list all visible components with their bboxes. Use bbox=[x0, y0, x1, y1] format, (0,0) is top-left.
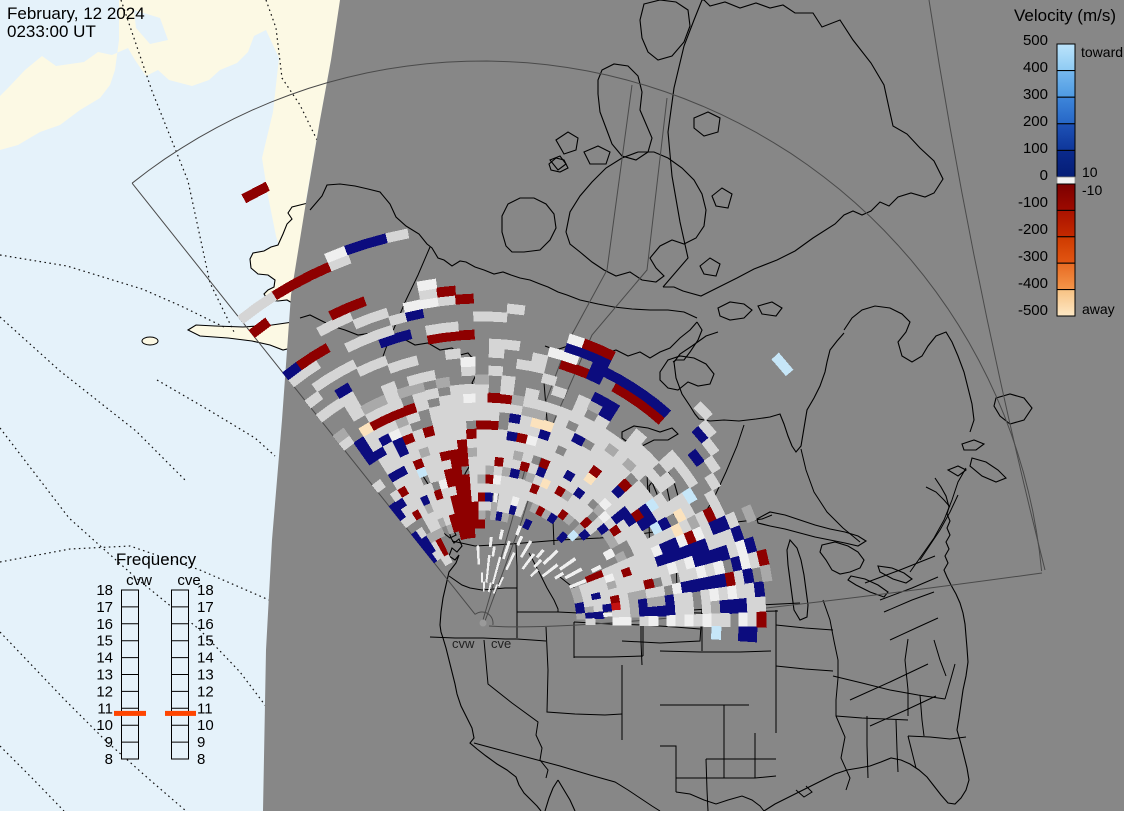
svg-text:0: 0 bbox=[1040, 167, 1048, 184]
svg-text:cvw: cvw bbox=[126, 572, 152, 589]
svg-text:18: 18 bbox=[197, 582, 214, 599]
svg-text:17: 17 bbox=[96, 599, 113, 616]
svg-text:200: 200 bbox=[1023, 113, 1048, 130]
svg-text:11: 11 bbox=[97, 700, 113, 717]
svg-text:500: 500 bbox=[1023, 32, 1048, 49]
svg-text:14: 14 bbox=[197, 650, 214, 667]
svg-text:13: 13 bbox=[197, 667, 214, 684]
svg-text:cve: cve bbox=[177, 572, 200, 589]
svg-text:16: 16 bbox=[96, 616, 113, 633]
svg-text:14: 14 bbox=[96, 650, 113, 667]
svg-text:10: 10 bbox=[96, 717, 113, 734]
svg-text:15: 15 bbox=[96, 633, 113, 650]
svg-text:Frequency: Frequency bbox=[116, 550, 197, 569]
svg-text:8: 8 bbox=[197, 751, 205, 768]
svg-text:15: 15 bbox=[197, 633, 214, 650]
svg-text:away: away bbox=[1082, 301, 1115, 317]
svg-text:10: 10 bbox=[1082, 164, 1098, 180]
svg-text:February, 12 2024: February, 12 2024 bbox=[7, 4, 145, 23]
svg-text:-500: -500 bbox=[1018, 302, 1048, 319]
svg-text:9: 9 bbox=[197, 734, 205, 751]
svg-text:100: 100 bbox=[1023, 140, 1048, 157]
svg-text:0233:00 UT: 0233:00 UT bbox=[7, 22, 96, 41]
svg-text:13: 13 bbox=[96, 667, 113, 684]
svg-text:300: 300 bbox=[1023, 86, 1048, 103]
svg-text:-10: -10 bbox=[1082, 182, 1102, 198]
svg-text:cvw: cvw bbox=[452, 636, 475, 651]
svg-text:9: 9 bbox=[105, 734, 113, 751]
svg-text:12: 12 bbox=[197, 683, 214, 700]
svg-text:-400: -400 bbox=[1018, 275, 1048, 292]
svg-text:Velocity (m/s): Velocity (m/s) bbox=[1014, 6, 1116, 25]
svg-text:16: 16 bbox=[197, 616, 214, 633]
svg-text:-200: -200 bbox=[1018, 221, 1048, 238]
svg-text:8: 8 bbox=[105, 751, 113, 768]
svg-text:-300: -300 bbox=[1018, 248, 1048, 265]
svg-text:cve: cve bbox=[491, 636, 511, 651]
svg-text:-100: -100 bbox=[1018, 194, 1048, 211]
svg-text:12: 12 bbox=[96, 683, 113, 700]
svg-text:toward: toward bbox=[1081, 44, 1123, 60]
svg-text:17: 17 bbox=[197, 599, 214, 616]
svg-text:10: 10 bbox=[197, 717, 214, 734]
svg-text:11: 11 bbox=[197, 700, 213, 717]
svg-text:400: 400 bbox=[1023, 59, 1048, 76]
svg-text:18: 18 bbox=[96, 582, 113, 599]
